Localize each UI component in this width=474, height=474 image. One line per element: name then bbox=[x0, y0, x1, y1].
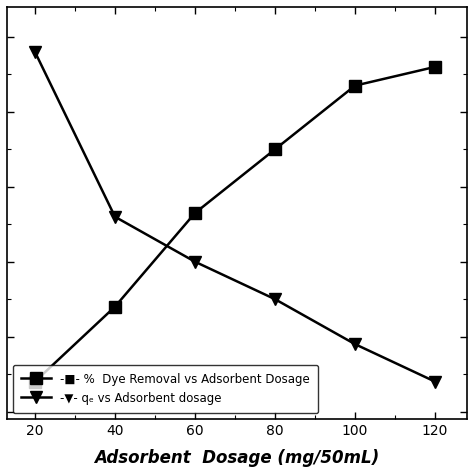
Line: -▼- qₑ vs Adsorbent dosage: -▼- qₑ vs Adsorbent dosage bbox=[29, 46, 441, 387]
-■- %  Dye Removal vs Adsorbent Dosage bbox=[112, 304, 118, 310]
X-axis label: Adsorbent  Dosage (mg/50mL): Adsorbent Dosage (mg/50mL) bbox=[94, 449, 380, 467]
-■- %  Dye Removal vs Adsorbent Dosage bbox=[432, 64, 438, 70]
-■- %  Dye Removal vs Adsorbent Dosage bbox=[352, 83, 358, 89]
-■- %  Dye Removal vs Adsorbent Dosage bbox=[32, 379, 38, 384]
-■- %  Dye Removal vs Adsorbent Dosage bbox=[192, 210, 198, 216]
-▼- qₑ vs Adsorbent dosage bbox=[352, 341, 358, 347]
-▼- qₑ vs Adsorbent dosage bbox=[272, 296, 278, 302]
-▼- qₑ vs Adsorbent dosage bbox=[32, 49, 38, 55]
Line: -■- %  Dye Removal vs Adsorbent Dosage: -■- % Dye Removal vs Adsorbent Dosage bbox=[29, 61, 441, 387]
-▼- qₑ vs Adsorbent dosage bbox=[432, 379, 438, 384]
Legend: -■- %  Dye Removal vs Adsorbent Dosage, -▼- qₑ vs Adsorbent dosage: -■- % Dye Removal vs Adsorbent Dosage, -… bbox=[13, 365, 318, 413]
-▼- qₑ vs Adsorbent dosage bbox=[192, 259, 198, 264]
-▼- qₑ vs Adsorbent dosage bbox=[112, 214, 118, 219]
-■- %  Dye Removal vs Adsorbent Dosage bbox=[272, 146, 278, 152]
